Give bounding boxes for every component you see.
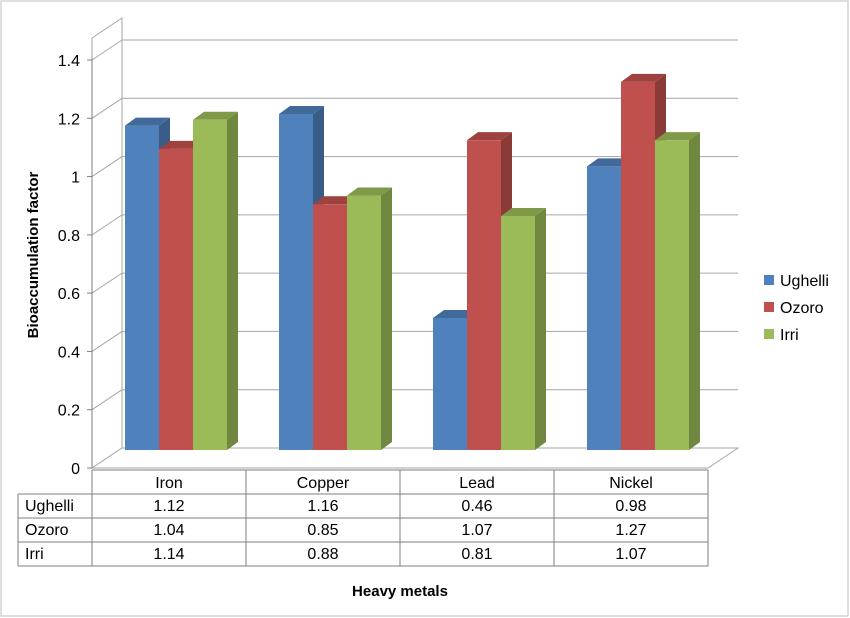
- bar-front: [587, 166, 621, 450]
- legend-swatch: [764, 275, 774, 285]
- y-tick-label: 0.8: [58, 228, 80, 245]
- side-wall: [91, 17, 123, 469]
- bar-top: [279, 105, 324, 114]
- x-tick-label: Lead: [459, 475, 495, 492]
- table-series-name: Ozoro: [25, 522, 69, 539]
- gridline-side: [91, 156, 123, 177]
- bar-side: [381, 187, 392, 451]
- gridline-side: [91, 389, 123, 411]
- bar-top: [347, 187, 392, 196]
- table-series-name: Ughelli: [25, 498, 74, 515]
- data-label: 1.14: [153, 546, 184, 563]
- table-series-name: Irri: [25, 546, 44, 563]
- x-tick-label: Copper: [297, 475, 350, 492]
- gridline-side: [91, 97, 123, 119]
- y-tick-label: 1: [71, 170, 80, 187]
- bar-top: [501, 207, 546, 216]
- bar-irri-iron: [193, 111, 238, 451]
- gridline-side: [91, 331, 123, 352]
- legend-label: Ozoro: [780, 300, 824, 317]
- y-tick-label: 0.4: [58, 344, 80, 361]
- bar-front: [467, 140, 501, 450]
- bar-front: [193, 119, 227, 451]
- legend-label: Ughelli: [780, 273, 829, 290]
- floor: [90, 447, 740, 469]
- legend-swatch: [764, 329, 774, 339]
- gridline-side: [91, 272, 123, 294]
- data-label: 0.88: [307, 546, 338, 563]
- bar-front: [433, 317, 467, 450]
- data-label: 1.07: [615, 546, 646, 563]
- bar-top: [193, 111, 238, 120]
- data-label: 0.46: [461, 498, 492, 515]
- data-label: 0.81: [461, 546, 492, 563]
- y-axis-ticks: 0 0.2 0.4 0.6 0.8 1 1.2 1.4: [58, 53, 93, 478]
- bar-front: [279, 113, 313, 450]
- bar-front: [347, 195, 381, 450]
- bar-top: [655, 132, 700, 141]
- y-tick-label: 0.6: [58, 286, 80, 303]
- x-tick-label: Nickel: [609, 475, 653, 492]
- bar-top: [467, 132, 512, 141]
- bar-top: [313, 196, 358, 205]
- y-axis-label: Bioaccumulation factor: [25, 171, 42, 338]
- bar-top: [587, 158, 632, 167]
- bar-top: [159, 140, 204, 149]
- y-tick-label: 0: [71, 461, 80, 478]
- legend: Ughelli Ozoro Irri: [764, 273, 829, 344]
- gridline-side: [91, 214, 123, 236]
- bar-front: [655, 140, 689, 450]
- legend-swatch: [764, 302, 774, 312]
- bar-front: [313, 204, 347, 450]
- bar-top: [433, 309, 478, 318]
- bar-front: [501, 215, 535, 450]
- bar-front: [621, 81, 655, 450]
- bar-front: [125, 125, 159, 450]
- data-table: Iron Copper Lead Nickel Ughelli 1.12 1.16 0.46 0…: [17, 469, 709, 567]
- gridline-side: [91, 39, 123, 61]
- bar-side: [689, 132, 700, 450]
- bar-top: [621, 73, 666, 82]
- data-label: 1.07: [461, 522, 492, 539]
- y-tick-label: 1.2: [58, 111, 80, 128]
- data-label: 1.04: [153, 522, 184, 539]
- bar-irri-nickel: [655, 132, 700, 450]
- x-axis-label: Heavy metals: [352, 583, 448, 600]
- y-tick-label: 0.2: [58, 403, 80, 420]
- x-tick-label: Iron: [155, 475, 183, 492]
- bar-irri-copper: [347, 187, 392, 451]
- plot-walls: [90, 17, 740, 469]
- data-label: 1.12: [153, 498, 184, 515]
- bar-side: [227, 111, 238, 451]
- data-label: 0.85: [307, 522, 338, 539]
- bar-front: [159, 148, 193, 450]
- bar-top: [125, 117, 170, 126]
- data-label: 0.98: [615, 498, 646, 515]
- data-label: 1.16: [307, 498, 338, 515]
- bars: [125, 73, 700, 451]
- legend-label: Irri: [780, 327, 799, 344]
- bar-irri-lead: [501, 207, 546, 450]
- data-label: 1.27: [615, 522, 646, 539]
- bar-side: [535, 207, 546, 450]
- y-tick-label: 1.4: [58, 53, 80, 70]
